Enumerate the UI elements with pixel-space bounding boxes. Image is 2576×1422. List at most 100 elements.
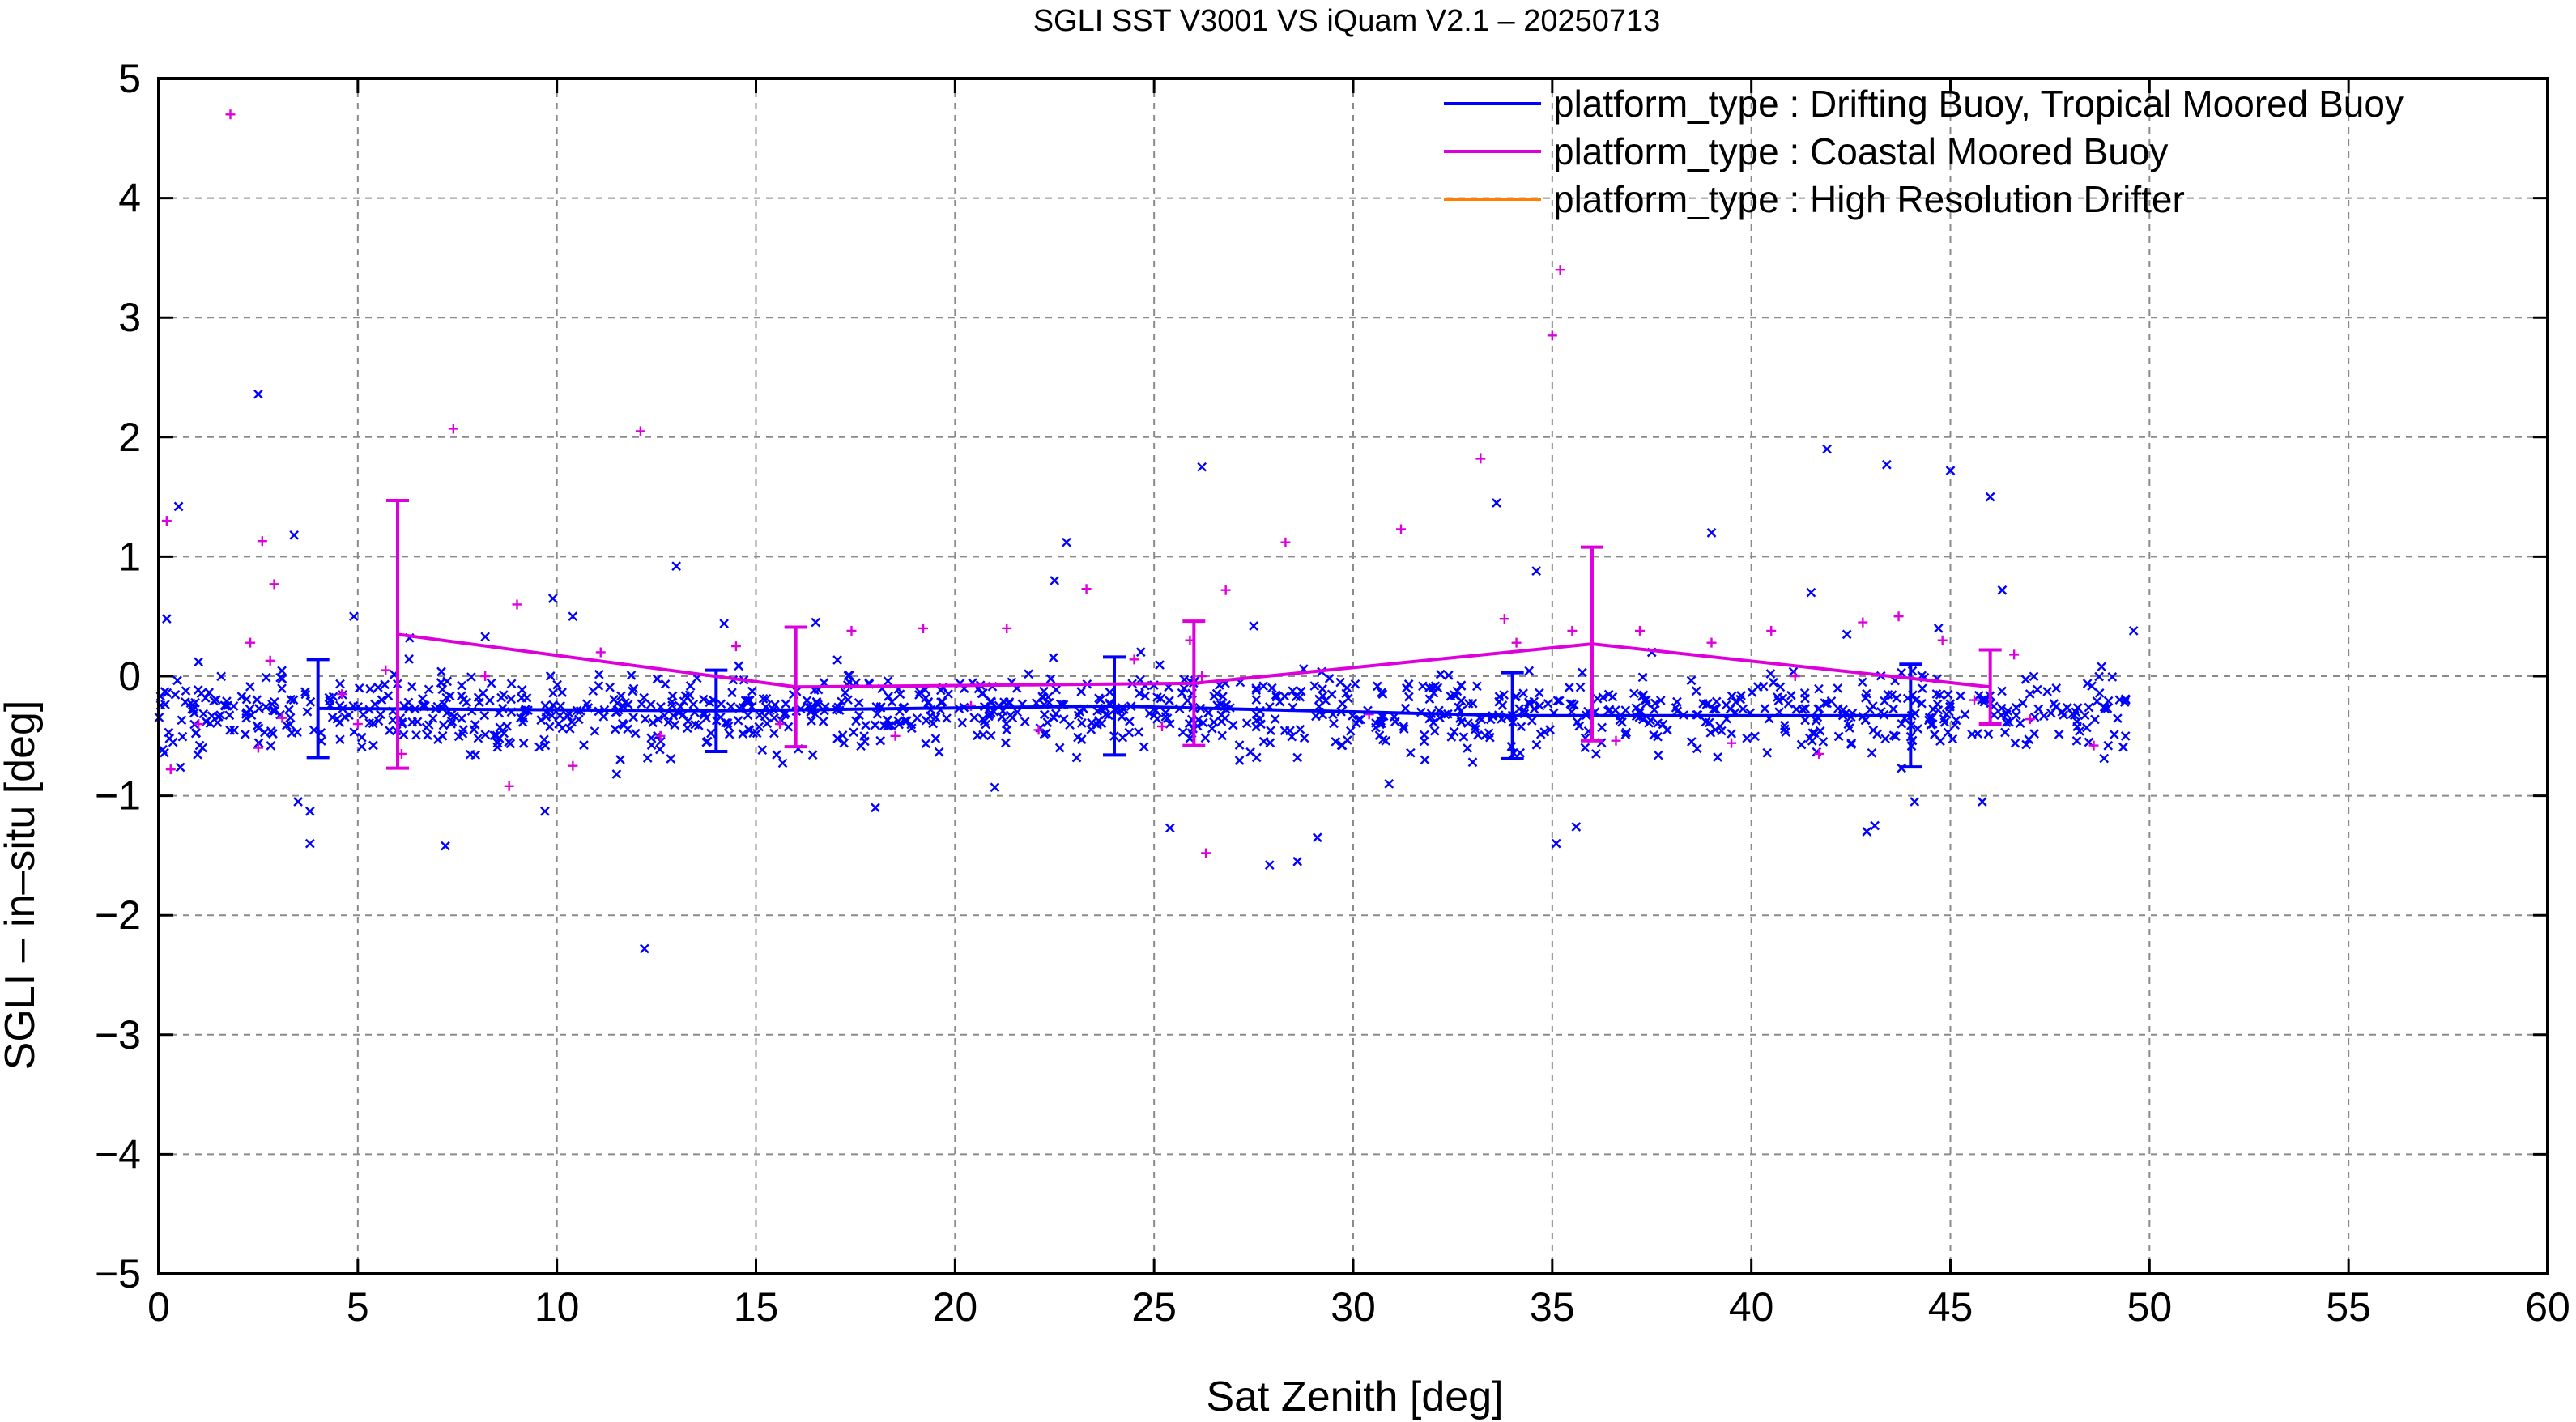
point-drifting — [411, 730, 421, 740]
point-drifting — [772, 750, 781, 760]
point-drifting — [840, 688, 850, 698]
point-coastal — [194, 719, 204, 730]
point-drifting — [1271, 692, 1282, 702]
point-drifting — [1721, 700, 1731, 710]
point-drifting — [1727, 691, 1737, 701]
point-drifting — [1443, 671, 1454, 680]
point-drifting — [548, 688, 558, 698]
point-drifting — [1977, 695, 1986, 705]
point-drifting — [177, 715, 187, 726]
point-drifting — [1910, 797, 1920, 807]
point-drifting — [293, 797, 303, 807]
point-coastal — [730, 641, 741, 652]
point-drifting — [807, 716, 816, 726]
point-drifting — [2087, 681, 2097, 692]
point-drifting — [2103, 696, 2114, 706]
point-drifting — [428, 713, 438, 724]
point-drifting — [1814, 683, 1824, 694]
point-drifting — [1807, 728, 1818, 739]
point-drifting — [536, 715, 547, 726]
point-coastal — [1157, 721, 1167, 731]
point-drifting — [1199, 717, 1208, 728]
point-drifting — [1870, 820, 1880, 831]
point-coastal — [635, 426, 645, 436]
x-tick-label: 20 — [933, 1284, 978, 1330]
point-drifting — [854, 697, 864, 708]
point-drifting — [882, 715, 892, 725]
point-coastal — [352, 719, 363, 730]
point-drifting — [1945, 466, 1956, 475]
point-drifting — [936, 697, 946, 707]
point-drifting — [1686, 675, 1697, 686]
point-drifting — [886, 721, 896, 730]
point-drifting — [1672, 706, 1683, 717]
point-drifting — [871, 803, 880, 813]
point-drifting — [802, 696, 812, 705]
point-drifting — [1865, 705, 1876, 715]
point-drifting — [1927, 719, 1938, 729]
point-coastal — [480, 671, 491, 681]
legend-label: platform_type : Drifting Buoy, Tropical … — [1553, 83, 2404, 125]
point-drifting — [1450, 691, 1461, 701]
point-drifting — [843, 695, 853, 705]
point-drifting — [1545, 725, 1555, 734]
point-drifting — [277, 674, 287, 683]
point-drifting — [1456, 680, 1467, 691]
point-drifting — [1883, 689, 1893, 700]
point-drifting — [605, 682, 615, 692]
point-drifting — [475, 697, 484, 708]
error-bar — [306, 658, 330, 760]
point-drifting — [1800, 715, 1810, 726]
point-drifting — [1312, 832, 1322, 843]
point-drifting — [181, 686, 191, 696]
legend: platform_type : Drifting Buoy, Tropical … — [1444, 83, 2404, 220]
point-coastal — [846, 625, 857, 636]
point-coastal — [1706, 637, 1717, 648]
point-drifting — [516, 713, 526, 723]
y-axis-title: SGLI – in–situ [deg] — [0, 700, 44, 1071]
point-drifting — [1580, 743, 1590, 753]
point-drifting — [1162, 713, 1173, 723]
point-drifting — [837, 730, 848, 740]
point-drifting — [545, 671, 556, 681]
point-drifting — [1042, 717, 1053, 728]
y-tick-label: 4 — [118, 176, 141, 221]
point-drifting — [292, 727, 302, 738]
point-coastal — [595, 647, 606, 658]
point-drifting — [2080, 710, 2090, 721]
point-drifting — [397, 718, 407, 729]
point-drifting — [1251, 683, 1261, 693]
point-drifting — [1531, 739, 1542, 750]
point-drifting — [253, 738, 264, 748]
point-drifting — [1249, 621, 1258, 631]
point-drifting — [1373, 681, 1382, 692]
point-drifting — [579, 740, 589, 750]
point-drifting — [1039, 686, 1049, 696]
y-tick-label: −2 — [95, 892, 141, 938]
point-drifting — [327, 713, 338, 722]
point-drifting — [506, 694, 517, 705]
point-drifting — [1135, 647, 1146, 658]
point-drifting — [928, 718, 939, 729]
point-drifting — [670, 720, 680, 730]
point-drifting — [407, 681, 417, 692]
point-drifting — [2097, 662, 2106, 672]
point-drifting — [598, 712, 609, 722]
point-drifting — [1637, 672, 1648, 683]
point-drifting — [373, 683, 383, 692]
point-drifting — [2118, 742, 2128, 752]
point-drifting — [666, 754, 676, 764]
point-drifting — [642, 753, 653, 763]
point-drifting — [457, 713, 466, 724]
point-drifting — [1177, 727, 1188, 738]
point-drifting — [1575, 682, 1586, 692]
point-drifting — [1524, 666, 1535, 676]
point-drifting — [1048, 653, 1058, 662]
point-drifting — [1045, 674, 1056, 684]
point-drifting — [229, 725, 240, 735]
y-tick-label: −5 — [95, 1251, 141, 1296]
point-drifting — [1515, 747, 1526, 758]
point-drifting — [1727, 729, 1737, 739]
point-drifting — [2107, 672, 2118, 682]
point-drifting — [2103, 740, 2114, 751]
